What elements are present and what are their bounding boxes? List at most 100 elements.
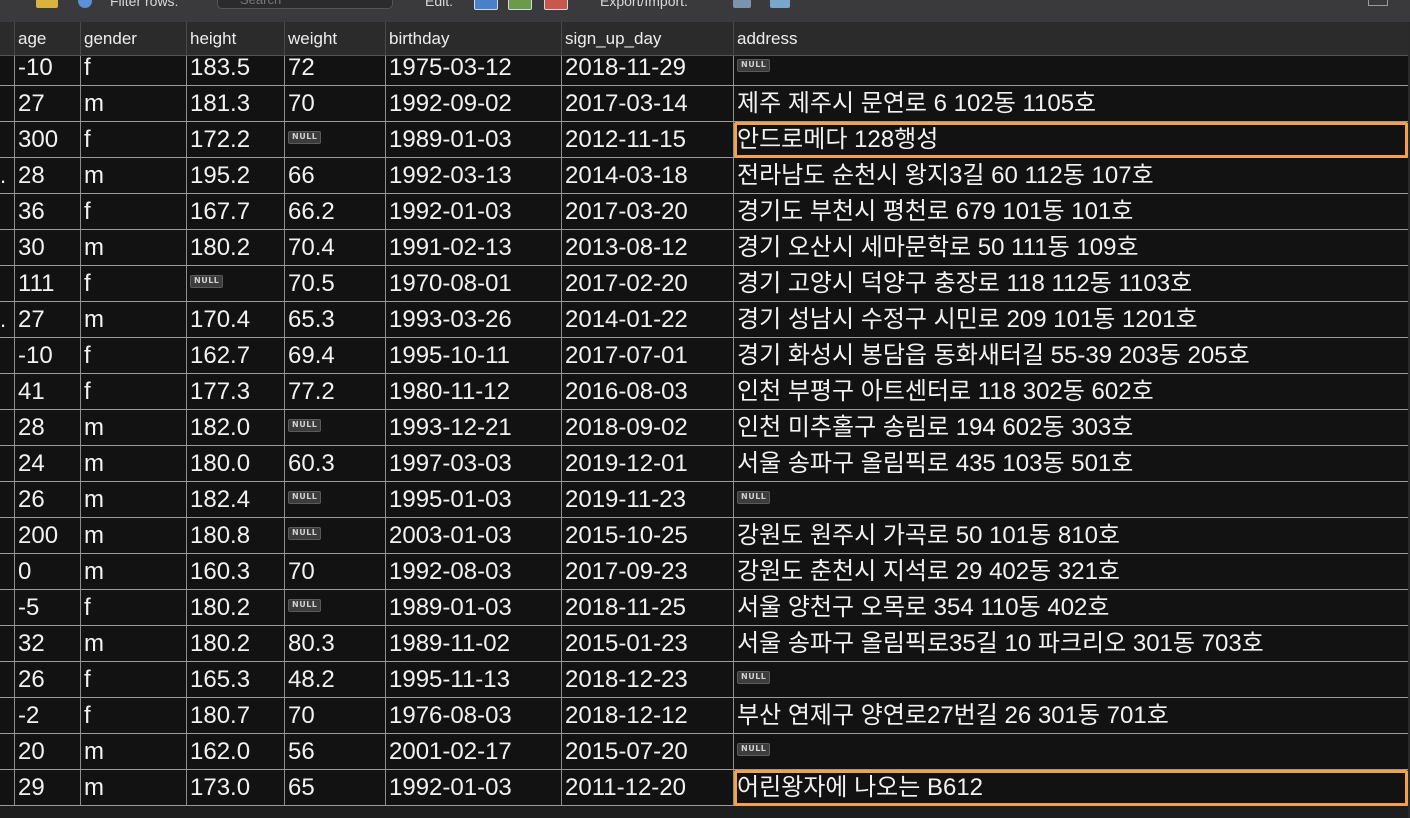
- cell-address[interactable]: 강원도 원주시 가곡로 50 101동 810호: [737, 522, 1121, 549]
- cell-sign-up-day[interactable]: 2018-11-29: [562, 56, 734, 85]
- table-row[interactable]: -10 f 162.7 69.4 1995-10-11 2017-07-01 경기 화성시 …: [0, 338, 1410, 374]
- cell-birthday[interactable]: 1976-08-03: [386, 698, 562, 733]
- cell-gender[interactable]: f: [81, 194, 187, 229]
- table-row[interactable]: 36 f 167.7 66.2 1992-01-03 2017-03-20 경기도 부천시 …: [0, 194, 1410, 230]
- cell-height[interactable]: 182.4: [187, 482, 285, 517]
- table-row[interactable]: 111 f NULL 70.5 1970-08-01 2017-02-20 경기 고양시 덕…: [0, 266, 1410, 302]
- table-row[interactable]: 300 f 172.2 NULL 1989-01-03 2012-11-15 안드로메다 1…: [0, 122, 1410, 158]
- cell-weight[interactable]: NULL: [285, 590, 386, 625]
- cell-height[interactable]: 162.0: [187, 734, 285, 769]
- cell-address[interactable]: NULL: [734, 56, 1408, 85]
- cell-birthday[interactable]: 1980-11-12: [386, 374, 562, 409]
- cell-weight[interactable]: 70.4: [285, 230, 386, 265]
- cell-age[interactable]: 26: [15, 662, 81, 697]
- cell-gender[interactable]: f: [81, 374, 187, 409]
- cell-address[interactable]: 인천 부평구 아트센터로 118 302동 602호: [737, 378, 1154, 405]
- row-gutter[interactable]: .: [0, 302, 15, 337]
- cell-weight[interactable]: 77.2: [285, 374, 386, 409]
- cell-gender[interactable]: f: [81, 698, 187, 733]
- row-gutter[interactable]: [0, 698, 15, 733]
- edit-row-icon[interactable]: [474, 0, 498, 10]
- column-header-birthday[interactable]: birthday: [386, 22, 562, 55]
- add-row-icon[interactable]: [508, 0, 532, 10]
- cell-height[interactable]: 167.7: [187, 194, 285, 229]
- cell-weight[interactable]: NULL: [285, 410, 386, 445]
- cell-height[interactable]: 182.0: [187, 410, 285, 445]
- folder-icon[interactable]: [36, 0, 58, 8]
- cell-address[interactable]: 제주 제주시 문연로 6 102동 1105호: [737, 90, 1097, 117]
- cell-age[interactable]: 28: [15, 158, 81, 193]
- cell-sign-up-day[interactable]: 2017-07-01: [562, 338, 734, 373]
- cell-height[interactable]: 180.7: [187, 698, 285, 733]
- row-gutter[interactable]: [0, 734, 15, 769]
- cell-age[interactable]: 20: [15, 734, 81, 769]
- cell-height[interactable]: 173.0: [187, 770, 285, 805]
- row-gutter[interactable]: [0, 554, 15, 589]
- cell-age[interactable]: 28: [15, 410, 81, 445]
- table-row[interactable]: 41 f 177.3 77.2 1980-11-12 2016-08-03 인천 부평구 아…: [0, 374, 1410, 410]
- row-gutter[interactable]: [0, 266, 15, 301]
- cell-sign-up-day[interactable]: 2017-02-20: [562, 266, 734, 301]
- cell-address[interactable]: 경기 성남시 수정구 시민로 209 101동 1201호: [737, 306, 1198, 333]
- table-row[interactable]: 26 m 182.4 NULL 1995-01-03 2019-11-23 NULL: [0, 482, 1410, 518]
- cell-weight[interactable]: NULL: [285, 482, 386, 517]
- cell-weight[interactable]: 70: [285, 86, 386, 121]
- cell-height[interactable]: 172.2: [187, 122, 285, 157]
- cell-sign-up-day[interactable]: 2019-11-23: [562, 482, 734, 517]
- row-gutter[interactable]: [0, 482, 15, 517]
- row-gutter[interactable]: [0, 122, 15, 157]
- cell-height[interactable]: 183.5: [187, 56, 285, 85]
- cell-birthday[interactable]: 1995-11-13: [386, 662, 562, 697]
- cell-height[interactable]: 180.0: [187, 446, 285, 481]
- cell-address[interactable]: 강원도 춘천시 지석로 29 402동 321호: [737, 558, 1121, 585]
- cell-address[interactable]: NULL: [734, 482, 1408, 517]
- cell-birthday[interactable]: 1991-02-13: [386, 230, 562, 265]
- cell-gender[interactable]: m: [81, 86, 187, 121]
- cell-height[interactable]: 180.2: [187, 590, 285, 625]
- cell-birthday[interactable]: 1993-12-21: [386, 410, 562, 445]
- cell-age[interactable]: 24: [15, 446, 81, 481]
- cell-age[interactable]: 27: [15, 302, 81, 337]
- cell-height[interactable]: NULL: [187, 266, 285, 301]
- cell-age[interactable]: 32: [15, 626, 81, 661]
- table-row[interactable]: 200 m 180.8 NULL 2003-01-03 2015-10-25 강원도 원주시…: [0, 518, 1410, 554]
- cell-age[interactable]: 29: [15, 770, 81, 805]
- cell-sign-up-day[interactable]: 2018-11-25: [562, 590, 734, 625]
- cell-sign-up-day[interactable]: 2015-10-25: [562, 518, 734, 553]
- cell-gender[interactable]: m: [81, 734, 187, 769]
- cell-sign-up-day[interactable]: 2018-09-02: [562, 410, 734, 445]
- table-row[interactable]: 28 m 182.0 NULL 1993-12-21 2018-09-02 인천 미추홀구 …: [0, 410, 1410, 446]
- cell-birthday[interactable]: 2001-02-17: [386, 734, 562, 769]
- cell-weight[interactable]: NULL: [285, 518, 386, 553]
- vertical-scrollbar[interactable]: [1408, 22, 1410, 818]
- column-header-age[interactable]: age: [15, 22, 81, 55]
- cell-gender[interactable]: m: [81, 410, 187, 445]
- cell-birthday[interactable]: 1992-01-03: [386, 194, 562, 229]
- cell-address[interactable]: 경기 고양시 덕양구 충장로 118 112동 1103호: [737, 270, 1193, 297]
- cell-birthday[interactable]: 2003-01-03: [386, 518, 562, 553]
- cell-gender[interactable]: m: [81, 482, 187, 517]
- cell-height[interactable]: 181.3: [187, 86, 285, 121]
- table-row[interactable]: -2 f 180.7 70 1976-08-03 2018-12-12 부산 연제구 양연로…: [0, 698, 1410, 734]
- cell-weight[interactable]: 60.3: [285, 446, 386, 481]
- row-gutter[interactable]: [0, 626, 15, 661]
- cell-gender[interactable]: m: [81, 518, 187, 553]
- cell-birthday[interactable]: 1975-03-12: [386, 56, 562, 85]
- cell-weight[interactable]: 65.3: [285, 302, 386, 337]
- row-gutter[interactable]: [0, 446, 15, 481]
- export-icon[interactable]: [733, 0, 751, 8]
- cell-birthday[interactable]: 1989-11-02: [386, 626, 562, 661]
- import-icon[interactable]: [770, 0, 790, 8]
- row-gutter[interactable]: [0, 86, 15, 121]
- cell-sign-up-day[interactable]: 2017-03-20: [562, 194, 734, 229]
- cell-address[interactable]: 서울 양천구 오목로 354 110동 402호: [737, 594, 1110, 621]
- cell-birthday[interactable]: 1993-03-26: [386, 302, 562, 337]
- row-gutter[interactable]: [0, 230, 15, 265]
- table-row[interactable]: -5 f 180.2 NULL 1989-01-03 2018-11-25 서울 양천구 오…: [0, 590, 1410, 626]
- cell-birthday[interactable]: 1992-08-03: [386, 554, 562, 589]
- cell-address[interactable]: 안드로메다 128행성: [737, 126, 939, 153]
- cell-age[interactable]: 41: [15, 374, 81, 409]
- cell-age[interactable]: 0: [15, 554, 81, 589]
- cell-gender[interactable]: f: [81, 266, 187, 301]
- cell-height[interactable]: 177.3: [187, 374, 285, 409]
